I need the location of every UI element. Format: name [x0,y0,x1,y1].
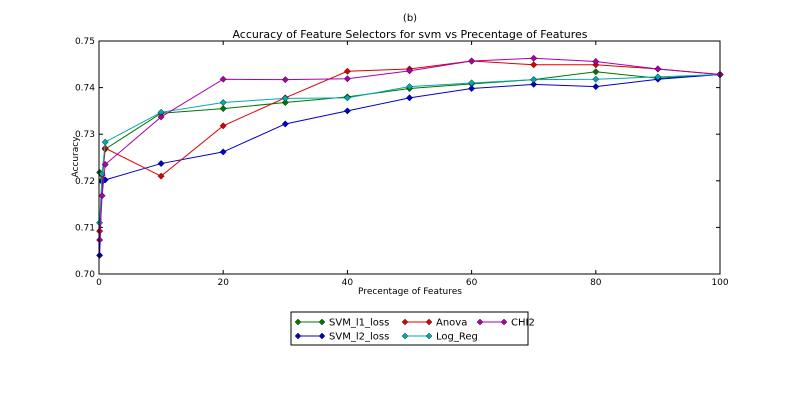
series-log-reg [96,71,724,227]
legend-marker [425,318,433,326]
series-chi2 [96,54,724,244]
data-point-log-reg [96,219,104,227]
legend-marker [476,318,484,326]
y-tick-label: 0.72 [75,177,95,187]
legend-label: SVM_l1_loss [329,318,389,329]
x-tick-label: 60 [466,278,478,288]
plot-frame [98,40,721,275]
data-point-chi2 [406,67,413,75]
data-point-log-reg [592,75,600,83]
legend: SVM_l1_loss SVM_l2_loss Anova Log_Reg CHI2 [290,311,535,346]
data-point-chi2 [157,113,165,121]
data-point-svm-l1-loss [219,105,227,113]
data-point-chi2 [101,161,109,168]
data-point-svm-l2-loss [219,148,227,156]
legend-item: CHI2 [476,318,535,329]
data-point-svm-l1-loss [281,99,289,106]
legend-item: SVM_l1_loss [294,318,389,329]
x-tick-label: 100 [711,278,728,288]
data-point-chi2 [592,58,600,65]
data-point-anova [530,61,538,69]
data-point-log-reg [468,79,476,87]
legend-label: SVM_l2_loss [329,332,389,343]
data-point-svm-l2-loss [592,83,600,91]
data-point-svm-l2-loss [343,107,351,115]
data-point-chi2 [468,57,476,65]
data-point-log-reg [654,73,662,81]
legend-item: Log_Reg [401,332,478,343]
panel-label: (b) [403,13,417,24]
chart-title: Accuracy of Feature Selectors for svm vs… [232,28,587,41]
y-tick-label: 0.74 [75,84,95,94]
data-point-log-reg [406,83,413,91]
axis-ticks: 0 20 40 60 80 100 0.70 0.71 0.72 0.73 0.74 0.75 [75,37,729,288]
legend-marker [318,332,326,340]
legend-marker [401,332,409,340]
y-tick-label: 0.73 [75,130,95,140]
data-point-svm-l2-loss [406,94,413,102]
y-tick-label: 0.71 [75,223,95,233]
legend-item: Anova [401,318,467,329]
data-point-chi2 [654,65,662,73]
x-tick-label: 20 [217,278,229,288]
legend-label: CHI2 [511,318,535,329]
data-point-anova [157,172,165,180]
x-tick-label: 40 [342,278,354,288]
legend-marker [500,318,508,326]
data-point-svm-l2-loss [157,160,165,168]
data-point-log-reg [530,76,538,84]
legend-label: Anova [436,318,467,329]
legend-marker [401,318,409,326]
data-point-anova [343,67,351,75]
data-point-log-reg [219,99,227,106]
legend-label: Log_Reg [436,332,478,343]
data-point-chi2 [343,75,351,83]
legend-item: SVM_l2_loss [294,332,389,343]
series-line-svm-l2-loss [99,74,721,256]
legend-marker [294,318,302,326]
data-point-anova [219,122,227,130]
data-point-chi2 [530,54,538,62]
legend-marker [318,318,326,326]
data-point-svm-l2-loss [96,251,104,259]
data-point-log-reg [281,94,289,102]
y-tick-label: 0.75 [75,37,95,47]
y-tick-label: 0.70 [75,270,95,280]
y-axis-label: Accuracy [71,136,81,178]
data-point-svm-l1-loss [592,68,600,76]
data-point-chi2 [281,76,289,84]
legend-frame [290,311,529,346]
x-tick-label: 80 [590,278,602,288]
x-axis-label: Precentage of Features [358,287,462,297]
data-point-chi2 [98,192,106,200]
data-point-svm-l2-loss [530,80,538,88]
data-point-log-reg [101,138,109,146]
data-point-log-reg [343,94,351,102]
data-point-chi2 [96,236,104,244]
data-point-anova [101,144,109,152]
x-tick-label: 0 [96,278,102,288]
data-point-svm-l2-loss [281,120,289,128]
series-layer [96,54,724,259]
legend-marker [425,332,433,340]
legend-marker [294,332,302,340]
data-point-chi2 [219,75,227,83]
data-point-svm-l2-loss [468,85,476,93]
